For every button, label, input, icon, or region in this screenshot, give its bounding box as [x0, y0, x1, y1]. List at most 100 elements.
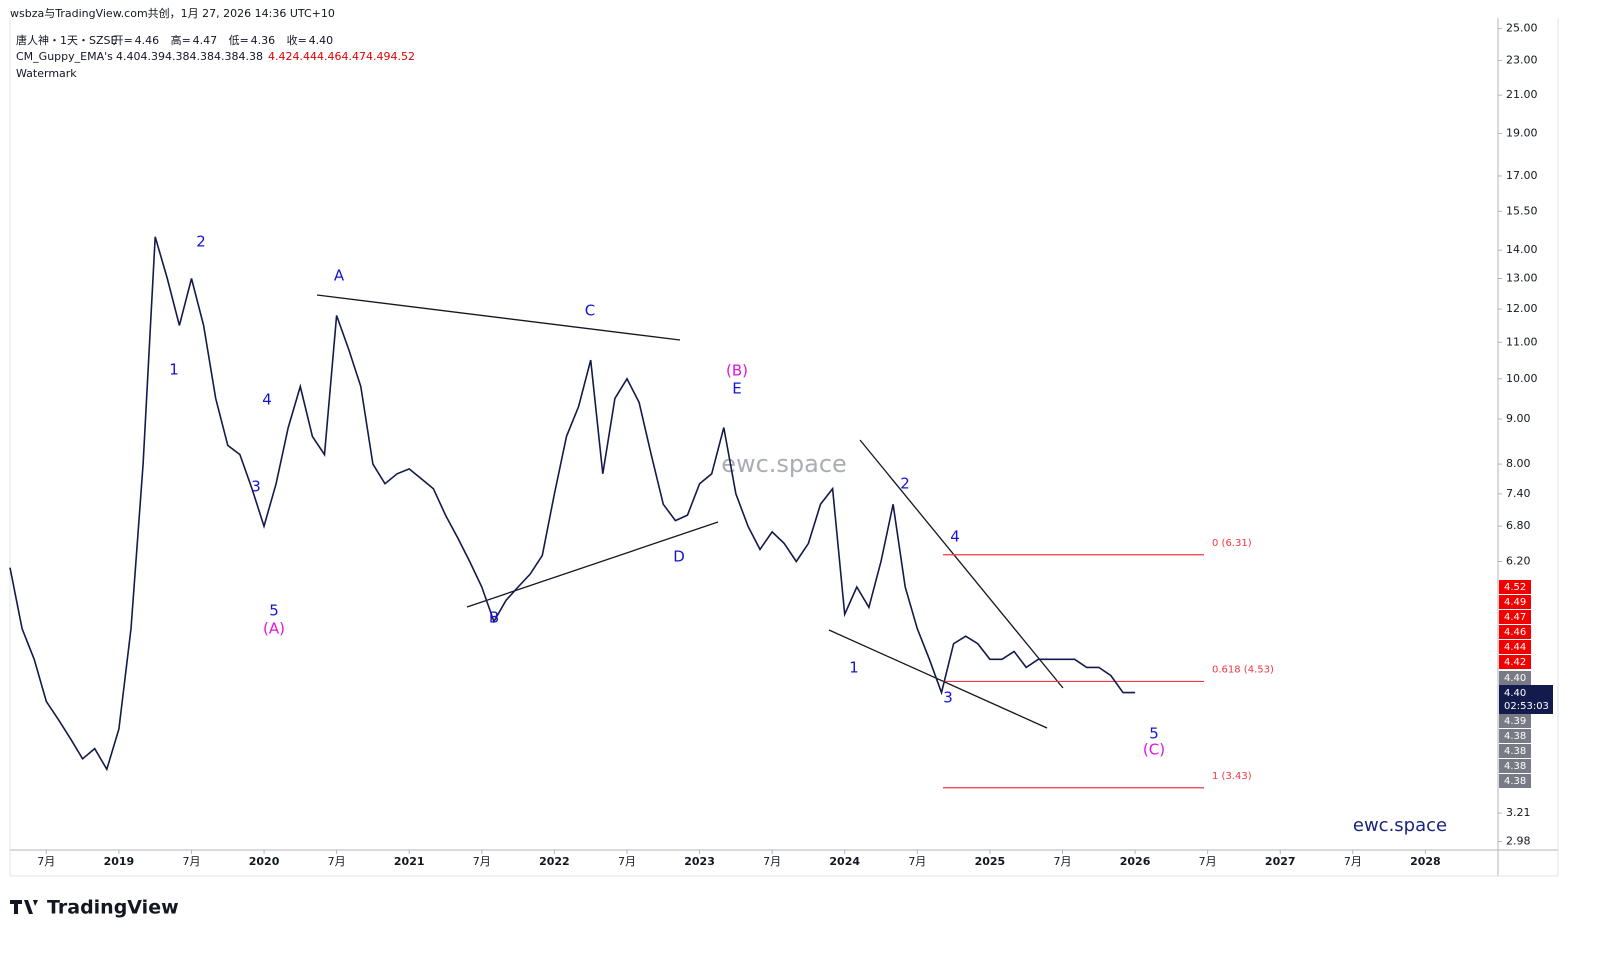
x-tick-label: 7月: [473, 855, 491, 868]
ema-value: 4.49: [366, 50, 391, 63]
price-box-label: 4.38: [1504, 776, 1526, 787]
wave-label: (C): [1143, 741, 1165, 759]
wave-label: A: [334, 267, 345, 285]
fib-label: 0 (6.31): [1212, 538, 1252, 549]
y-tick-label: 7.40: [1506, 487, 1531, 500]
price-box-label: 4.49: [1504, 597, 1526, 608]
price-box: [1499, 729, 1531, 743]
ohlc-value: 4.36: [251, 34, 276, 47]
x-tick-label: 7月: [182, 855, 200, 868]
wave-label: 5: [1149, 725, 1159, 743]
price-box: [1499, 671, 1531, 685]
ema-value: 4.38: [190, 50, 215, 63]
x-tick-label: 2027: [1265, 855, 1296, 868]
x-tick-label: 2022: [539, 855, 570, 868]
ema-value: 4.42: [268, 50, 293, 63]
caption: wsbza与TradingView.com共创，1月 27, 2026 14:3…: [10, 7, 335, 20]
y-tick-label: 9.00: [1506, 412, 1531, 425]
y-tick-label: 3.21: [1506, 806, 1531, 819]
x-tick-label: 7月: [1053, 855, 1071, 868]
ema-value: 4.39: [141, 50, 166, 63]
ema-value: 4.38: [239, 50, 264, 63]
price-box-label: 4.40: [1504, 673, 1526, 684]
x-tick-label: 2023: [684, 855, 715, 868]
ohlc-label: 收=: [287, 33, 307, 47]
price-box: [1499, 744, 1531, 758]
ohlc-value: 4.40: [309, 34, 334, 47]
price-box-label: 4.38: [1504, 761, 1526, 772]
y-tick-label: 21.00: [1506, 88, 1538, 101]
price-box-label: 4.44: [1504, 642, 1526, 653]
price-box: [1499, 625, 1531, 639]
y-tick-label: 25.00: [1506, 22, 1538, 35]
fib-label: 1 (3.43): [1212, 771, 1252, 782]
wave-label: C: [585, 302, 595, 320]
trendline: [859, 439, 1064, 689]
y-tick-label: 12.00: [1506, 302, 1538, 315]
x-tick-label: 7月: [763, 855, 781, 868]
y-tick-label: 13.00: [1506, 272, 1538, 285]
price-box-label: 4.40: [1504, 688, 1526, 699]
y-tick-label: 17.00: [1506, 169, 1538, 182]
wave-label: E: [732, 380, 741, 398]
ema-value: 4.38: [165, 50, 190, 63]
x-tick-label: 2021: [394, 855, 425, 868]
price-line: [9, 236, 1136, 772]
wave-label: B: [489, 609, 499, 627]
price-box: [1499, 580, 1531, 594]
wave-label: (B): [726, 362, 748, 380]
ohlc-value: 4.46: [135, 34, 160, 47]
countdown: 02:53:03: [1504, 701, 1549, 712]
price-box: [1499, 655, 1531, 669]
symbol: 唐人神・1天・SZSE: [16, 33, 117, 47]
wave-label: 2: [900, 475, 910, 493]
brand: TradingView: [47, 897, 179, 919]
price-box-label: 4.38: [1504, 731, 1526, 742]
fib-label: 0.618 (4.53): [1212, 664, 1274, 675]
y-tick-label: 19.00: [1506, 126, 1538, 139]
wave-label: 2: [196, 233, 206, 251]
y-tick-label: 15.50: [1506, 204, 1538, 217]
ohlc-label: 低=: [229, 34, 249, 47]
price-box: [1499, 714, 1531, 728]
wave-label: 3: [943, 689, 953, 707]
x-tick-label: 7月: [328, 855, 346, 868]
wave-label: D: [673, 548, 685, 566]
ema-value: 4.44: [293, 50, 318, 63]
x-tick-label: 2028: [1410, 855, 1441, 868]
ema-value: 4.47: [342, 50, 367, 63]
watermark-label: Watermark: [16, 67, 77, 80]
y-tick-label: 6.20: [1506, 555, 1531, 568]
price-box: [1499, 774, 1531, 788]
y-tick-label: 11.00: [1506, 335, 1538, 348]
wave-label: 1: [169, 361, 179, 379]
trendline: [466, 521, 719, 608]
price-box-label: 4.42: [1504, 657, 1526, 668]
y-tick-label: 8.00: [1506, 457, 1531, 470]
ema-value: 4.46: [317, 50, 342, 63]
wave-label: 3: [251, 478, 261, 496]
x-tick-label: 7月: [908, 855, 926, 868]
y-tick-label: 6.80: [1506, 519, 1531, 532]
wave-label: 4: [262, 391, 272, 409]
y-tick-label: 2.98: [1506, 835, 1531, 848]
price-box-label: 4.46: [1504, 627, 1526, 638]
x-tick-label: 7月: [618, 855, 636, 868]
wave-label: 1: [849, 659, 859, 677]
trendline: [828, 629, 1048, 729]
x-tick-label: 2024: [829, 855, 860, 868]
y-tick-label: 10.00: [1506, 372, 1538, 385]
x-tick-label: 2026: [1120, 855, 1151, 868]
wave-label: (A): [263, 620, 285, 638]
x-tick-label: 2019: [104, 855, 135, 868]
price-box: [1499, 595, 1531, 609]
price-box: [1499, 685, 1553, 714]
y-tick-label: 23.00: [1506, 53, 1538, 66]
wave-label: 5: [269, 602, 279, 620]
x-tick-label: 7月: [1199, 855, 1217, 868]
ema-value: 4.40: [116, 50, 141, 63]
price-box-label: 4.47: [1504, 612, 1526, 623]
x-tick-label: 7月: [1344, 855, 1362, 868]
